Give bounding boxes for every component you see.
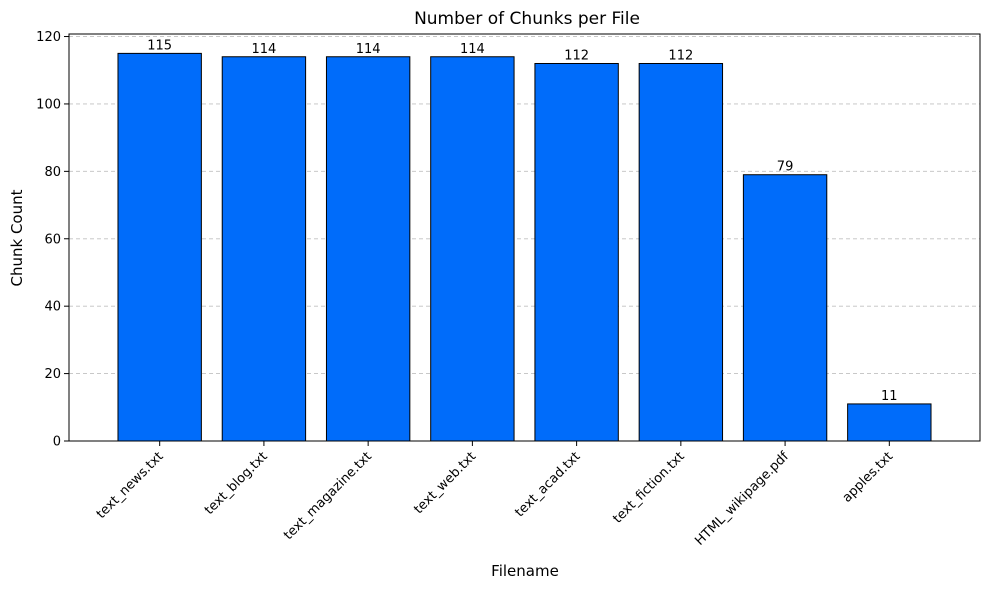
y-tick-label: 20: [44, 367, 61, 382]
data-label: 114: [356, 42, 381, 57]
y-axis-label: Chunk Count: [8, 189, 26, 286]
data-label: 112: [668, 48, 693, 63]
x-tick-label: apples.txt: [840, 449, 896, 505]
chart-title: Number of Chunks per File: [414, 9, 640, 29]
x-tick-label: text_blog.txt: [202, 449, 271, 518]
data-labels: 115 114 114 114 112 112 79 11: [147, 38, 897, 404]
y-tick-label: 120: [36, 30, 61, 45]
bar: [742, 174, 828, 442]
bar: [638, 62, 724, 442]
x-tick-label: text_fiction.txt: [610, 449, 687, 526]
bars: [117, 52, 932, 442]
y-tick-label: 60: [44, 232, 61, 247]
x-axis-label: Filename: [491, 562, 559, 580]
bar: [430, 56, 515, 442]
bar: [847, 403, 932, 442]
x-tick-label: text_magazine.txt: [281, 449, 375, 543]
data-label: 114: [460, 42, 485, 57]
data-label: 112: [564, 48, 589, 63]
x-tick-label: text_acad.txt: [512, 449, 583, 520]
plot-frame: [68, 33, 981, 442]
y-tick-label: 100: [36, 97, 61, 112]
y-tick-label: 80: [44, 165, 61, 180]
data-label: 79: [777, 160, 794, 175]
x-axis: text_news.txt text_blog.txt text_magazine.…: [94, 441, 896, 549]
x-tick-label: HTML_wikipage.pdf: [692, 449, 792, 549]
gridlines: [69, 36, 980, 375]
bar: [325, 56, 411, 442]
y-tick-label: 0: [53, 435, 61, 450]
y-tick-label: 40: [44, 300, 61, 315]
bar: [221, 56, 307, 442]
x-tick-label: text_web.txt: [411, 449, 479, 517]
bar: [534, 62, 619, 442]
data-label: 115: [147, 38, 172, 53]
x-tick-label: text_news.txt: [94, 449, 167, 522]
y-axis: 0 20 40 60 80 100 120: [36, 30, 69, 450]
bar: [117, 52, 202, 442]
data-label: 114: [252, 42, 277, 57]
data-label: 11: [881, 389, 898, 404]
